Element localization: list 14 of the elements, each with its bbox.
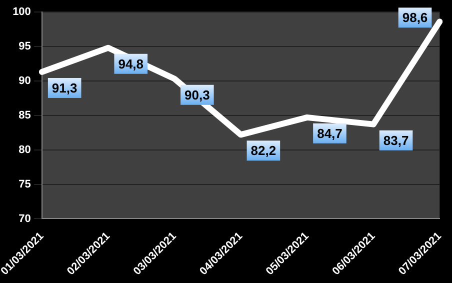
y-tick-label: 95 <box>18 40 31 52</box>
data-label: 82,2 <box>250 143 276 158</box>
data-label: 83,7 <box>383 132 409 148</box>
data-label: 84,7 <box>317 126 342 142</box>
y-tick-label: 70 <box>18 212 31 225</box>
y-tick-label: 85 <box>18 109 31 122</box>
data-label: 94,8 <box>118 56 144 72</box>
y-tick-label: 90 <box>18 74 31 87</box>
data-label: 90,3 <box>184 87 210 102</box>
y-tick-label: 80 <box>18 144 31 156</box>
y-tick-label: 100 <box>12 6 31 18</box>
data-label: 98,6 <box>402 10 428 26</box>
data-label: 91,3 <box>52 80 78 96</box>
y-tick-label: 75 <box>18 178 31 190</box>
